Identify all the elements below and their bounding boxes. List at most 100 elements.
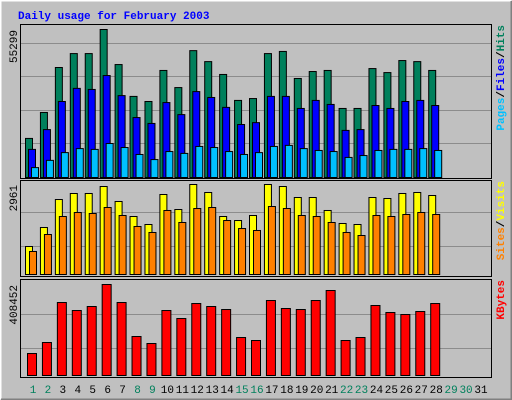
bar [314,149,323,178]
bar [56,302,67,376]
bar [419,148,428,179]
legend-separator: / [496,91,508,98]
bar [238,228,247,276]
x-tick-label: 7 [119,385,126,397]
bar [389,148,398,178]
bar [342,231,351,276]
legend: Pages/Files/Hits [496,25,508,131]
bar [359,155,368,178]
bar [284,144,293,178]
bar [299,148,308,179]
x-tick-label: 13 [206,385,219,397]
bar [150,159,159,178]
x-tick-label: 1 [30,385,37,397]
x-tick-label: 4 [74,385,81,397]
bar [176,318,187,376]
x-tick-label: 30 [459,385,472,397]
bar [31,167,39,179]
bar [400,313,411,377]
bar [267,206,276,275]
bar [434,149,443,178]
bar [372,215,381,275]
x-tick-label: 14 [221,385,235,397]
bar [240,153,249,178]
bar [280,308,291,376]
panel-frame [20,180,492,277]
bar [191,303,202,376]
x-tick-label: 12 [191,385,204,397]
bar [402,214,411,275]
bar [161,310,172,376]
bar [41,342,52,377]
bar [178,221,187,276]
bar [193,208,202,275]
bar [374,149,383,178]
bar [60,152,69,179]
bar [415,311,426,377]
bar [118,215,127,275]
legend: Sites/Visits [496,181,508,260]
bar [385,312,396,377]
legend-entry: Files [496,58,508,91]
legend-separator: / [496,51,508,58]
x-tick-label: 17 [265,385,278,397]
x-tick-label: 10 [161,385,174,397]
bar [417,211,426,276]
bar [210,147,219,179]
bar [297,215,306,275]
x-tick-label: 29 [445,385,458,397]
x-tick-label: 11 [176,385,190,397]
bar [206,306,217,376]
bar [310,300,321,377]
x-tick-label: 16 [250,385,263,397]
bar [295,309,306,376]
x-tick-label: 19 [295,385,308,397]
bar [432,214,441,275]
legend-entry: KBytes [496,280,508,320]
legend-entry: Sites [496,227,508,260]
bar [355,337,366,376]
y-tick-label: 2961 [9,185,21,212]
x-tick-label: 15 [235,385,248,397]
bar [370,304,381,376]
bar [135,153,144,178]
bar [282,208,291,275]
bar [148,231,157,276]
bar [344,156,353,179]
bar [88,212,97,276]
x-tick-label: 18 [280,385,293,397]
x-tick-label: 2 [45,385,52,397]
bar [86,306,97,376]
bar [265,300,276,377]
bar [90,148,99,178]
panel-frame [20,279,492,378]
legend-separator: / [496,220,508,227]
bar [27,353,37,376]
bar [146,343,157,377]
bar [340,339,351,377]
bar [120,147,129,179]
x-tick-label: 3 [60,385,67,397]
bar [255,152,263,179]
bar [312,216,321,275]
bar [105,143,114,179]
bar [236,337,247,376]
bar [131,336,142,376]
bar [43,234,52,275]
bar [116,302,127,376]
x-tick-label: 26 [400,385,413,397]
x-tick-label: 8 [134,385,141,397]
bar [165,151,174,178]
bar [208,207,217,276]
bar [58,216,67,275]
bar [253,229,261,275]
bar [430,303,441,376]
bar [71,310,82,376]
bar [404,148,413,178]
y-tick-label: 408452 [9,285,21,325]
bar [45,159,54,178]
x-tick-label: 6 [104,385,111,397]
panel-frame [20,24,492,179]
